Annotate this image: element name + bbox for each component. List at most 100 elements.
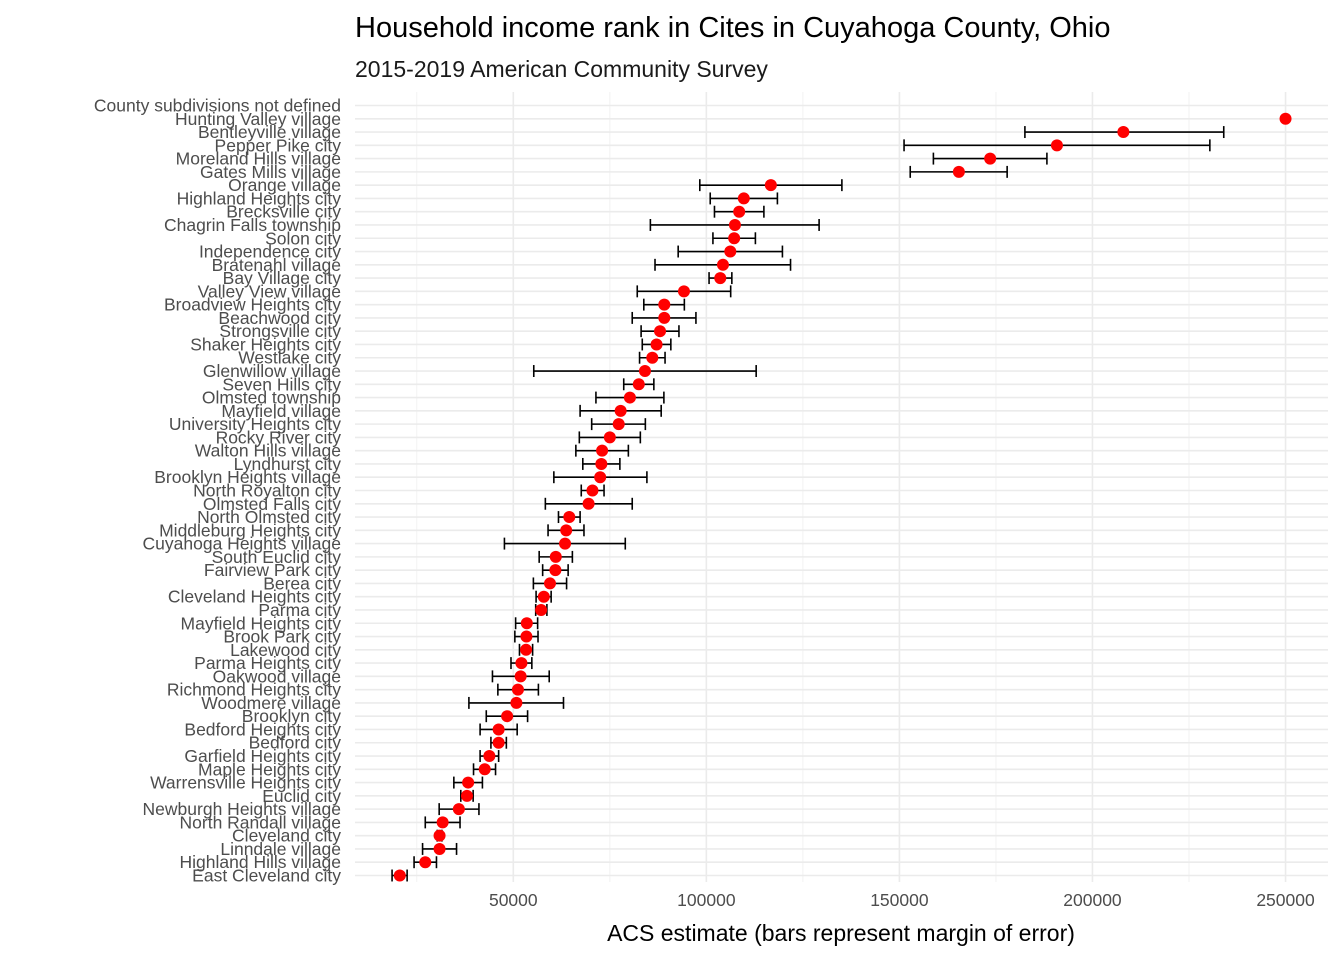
data-point xyxy=(559,537,572,550)
data-point xyxy=(733,205,746,218)
data-point xyxy=(658,298,671,311)
data-point xyxy=(724,245,737,258)
data-point xyxy=(594,471,607,484)
data-point xyxy=(549,550,562,563)
data-point xyxy=(1279,112,1292,125)
data-point xyxy=(452,803,465,816)
y-tick-label: Westlake city xyxy=(238,348,341,368)
data-point xyxy=(603,431,616,444)
y-tick-label: Seven Hills city xyxy=(222,374,341,394)
y-tick-label: Independence city xyxy=(199,242,341,262)
y-tick-label: Highland Heights city xyxy=(177,188,342,208)
data-point xyxy=(596,444,609,457)
data-point xyxy=(612,418,625,431)
data-point xyxy=(393,869,406,882)
y-tick-label: Brecksville city xyxy=(226,202,341,222)
grid-lines xyxy=(355,92,1328,882)
y-tick-label: Cleveland Heights city xyxy=(168,587,341,607)
data-point xyxy=(492,736,505,749)
data-point xyxy=(560,524,573,537)
data-points xyxy=(393,112,1292,882)
data-point xyxy=(511,683,524,696)
y-tick-label: Broadview Heights city xyxy=(164,295,341,315)
y-tick-label: Lyndhurst city xyxy=(234,454,342,474)
y-tick-label: Hunting Valley village xyxy=(175,109,341,129)
x-axis-label: ACS estimate (bars represent margin of e… xyxy=(607,920,1075,946)
chart-title: Household income rank in Cites in Cuyaho… xyxy=(355,12,1111,44)
data-point xyxy=(582,497,595,510)
data-point xyxy=(520,630,533,643)
y-tick-label: Orange village xyxy=(228,175,341,195)
y-tick-label: Garfield Heights city xyxy=(184,746,341,766)
data-point xyxy=(614,404,627,417)
y-tick-label: University Heights city xyxy=(169,414,341,434)
data-point xyxy=(543,577,556,590)
data-point xyxy=(638,365,651,378)
x-tick-label: 200000 xyxy=(1063,890,1122,910)
data-point xyxy=(436,816,449,829)
y-tick-label: Euclid city xyxy=(262,786,341,806)
chart-subtitle: 2015-2019 American Community Survey xyxy=(355,56,768,82)
y-tick-label: Maple Heights city xyxy=(198,759,341,779)
data-point xyxy=(623,391,636,404)
y-tick-label: Parma city xyxy=(258,600,341,620)
data-point xyxy=(433,842,446,855)
data-point xyxy=(510,696,523,709)
y-tick-label: Glenwillow village xyxy=(203,361,341,381)
y-tick-label: Brooklyn Heights village xyxy=(154,467,341,487)
y-tick-label: Moreland Hills village xyxy=(176,149,341,169)
x-tick-label: 50000 xyxy=(489,890,538,910)
data-point xyxy=(714,272,727,285)
y-tick-label: Berea city xyxy=(263,573,341,593)
y-tick-label: Oakwood village xyxy=(213,666,341,686)
y-tick-label: County subdivisions not defined xyxy=(94,96,341,116)
x-axis-tick-labels: 50000 100000 150000 200000 250000 xyxy=(489,890,1315,910)
data-point xyxy=(764,179,777,192)
y-tick-label: Solon city xyxy=(265,228,341,248)
y-tick-label: Lakewood city xyxy=(230,640,341,660)
y-tick-label: Woodmere village xyxy=(201,693,341,713)
y-tick-label: Rocky River city xyxy=(216,427,342,447)
y-tick-label: Bedford city xyxy=(249,733,342,753)
y-tick-label: Gates Mills village xyxy=(200,162,341,182)
y-tick-label: Strongsville city xyxy=(219,321,341,341)
y-tick-label: East Cleveland city xyxy=(192,866,341,886)
y-tick-label: Parma Heights city xyxy=(194,653,341,673)
data-point xyxy=(728,232,741,245)
data-point xyxy=(492,723,505,736)
y-tick-label: Brook Park city xyxy=(223,627,341,647)
y-tick-label: North Randall village xyxy=(180,812,341,832)
data-point xyxy=(1050,139,1063,152)
x-tick-label: 100000 xyxy=(677,890,736,910)
y-tick-label: South Euclid city xyxy=(212,547,342,567)
data-point xyxy=(716,258,729,271)
y-tick-label: Bentleyville village xyxy=(198,122,341,142)
data-point xyxy=(737,192,750,205)
data-point xyxy=(658,311,671,324)
data-point xyxy=(462,776,475,789)
data-point xyxy=(677,285,690,298)
y-tick-label: Fairview Park city xyxy=(204,560,341,580)
data-point xyxy=(483,750,496,763)
y-tick-label: Brooklyn city xyxy=(242,706,341,726)
data-point xyxy=(515,657,528,670)
y-tick-label: Warrensville Heights city xyxy=(150,773,341,793)
data-point xyxy=(549,564,562,577)
y-tick-label: Newburgh Heights village xyxy=(143,799,341,819)
y-tick-label: Pepper Pike city xyxy=(215,135,342,155)
y-tick-label: Walton Hills village xyxy=(195,441,341,461)
data-point xyxy=(520,643,533,656)
data-point xyxy=(654,325,667,338)
data-point xyxy=(514,670,527,683)
data-point xyxy=(984,152,997,165)
data-point xyxy=(535,603,548,616)
y-tick-label: Olmsted Falls city xyxy=(203,494,341,514)
y-tick-label: Highland Hills village xyxy=(180,852,341,872)
data-point xyxy=(595,457,608,470)
y-tick-label: Shaker Heights city xyxy=(190,334,341,354)
y-tick-label: Richmond Heights city xyxy=(167,680,341,700)
y-tick-label: Bratenahl village xyxy=(212,255,341,275)
data-point xyxy=(728,218,741,231)
